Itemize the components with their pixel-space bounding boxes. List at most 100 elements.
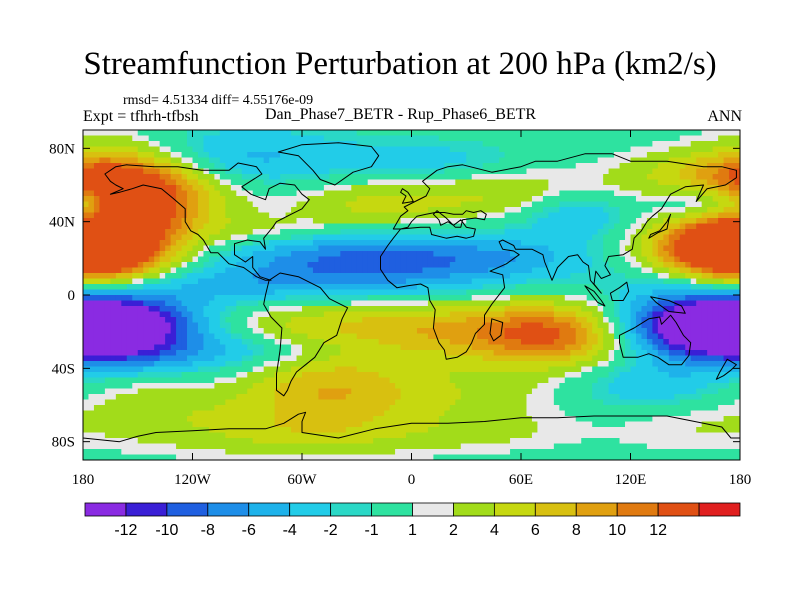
field-cell [510,311,517,318]
field-cell [351,212,358,219]
field-cell [121,223,128,230]
field-cell [280,168,287,175]
field-cell [460,168,467,175]
field-cell [165,284,172,291]
field-cell [170,284,177,291]
field-cell [115,185,122,192]
field-cell [203,322,210,329]
field-cell [433,163,440,170]
field-cell [154,245,161,252]
field-cell [88,311,95,318]
field-cell [521,185,528,192]
field-cell [269,262,276,269]
field-cell [197,355,205,362]
field-cell [603,201,610,208]
field-cell [685,278,692,285]
field-cell [148,267,155,274]
field-cell [362,185,369,192]
field-cell [559,256,566,263]
field-cell [252,185,259,192]
field-cell [679,322,686,329]
field-cell [214,322,221,329]
field-cell [597,229,604,236]
field-cell [477,179,484,186]
field-cell [657,185,664,192]
field-cell [99,141,106,148]
field-cell [88,190,95,197]
field-cell [411,278,418,285]
field-cell [652,344,659,351]
field-cell [559,135,566,142]
field-cell [291,300,298,307]
field-cell [115,229,122,236]
field-cell [422,135,429,142]
field-cell [531,300,539,307]
field-cell [449,174,456,181]
field-cell [400,196,407,203]
field-cell [625,130,632,137]
field-cell [597,256,604,263]
field-cell [340,229,347,236]
field-cell [406,317,413,324]
field-cell [395,328,402,335]
field-cell [88,333,95,340]
field-cell [515,179,522,186]
field-cell [729,168,736,175]
field-cell [575,251,582,258]
field-cell [570,267,577,274]
field-cell [466,251,473,258]
field-cell [553,190,560,197]
field-cell [247,141,254,148]
field-cell [192,174,199,181]
field-cell [712,196,719,203]
field-cell [553,174,560,181]
field-cell [121,317,128,324]
field-cell [652,207,659,214]
field-cell [444,284,451,291]
field-cell [696,306,703,313]
field-cell [351,240,358,247]
field-cell [444,163,451,170]
field-cell [110,130,117,137]
field-cell [652,328,659,335]
field-cell [296,223,303,230]
field-cell [641,306,648,313]
field-cell [553,168,560,175]
field-cell [296,163,303,170]
field-cell [318,185,325,192]
field-cell [356,130,363,137]
field-cell [488,174,495,181]
field-cell [723,163,730,170]
field-cell [510,322,517,329]
field-cell [597,163,604,170]
field-cell [208,152,215,159]
field-cell [241,141,248,148]
field-cell [154,179,161,186]
field-cell [197,168,205,175]
field-cell [696,185,703,192]
field-cell [126,355,133,362]
field-cell [312,179,320,186]
field-cell [323,179,330,186]
field-cell [646,146,653,153]
field-cell [652,284,659,291]
field-cell [214,234,221,241]
field-cell [515,289,522,296]
field-cell [559,306,566,313]
field-cell [192,130,199,137]
field-cell [252,262,259,269]
field-cell [137,240,144,247]
field-cell [603,256,610,263]
field-cell [570,234,577,241]
field-cell [302,146,309,153]
field-cell [154,339,161,346]
field-cell [597,306,604,313]
field-cell [214,179,221,186]
field-cell [176,284,183,291]
field-cell [340,196,347,203]
field-cell [110,273,117,280]
field-cell [104,344,111,351]
field-cell [296,212,303,219]
field-cell [208,322,215,329]
field-cell [340,174,347,181]
